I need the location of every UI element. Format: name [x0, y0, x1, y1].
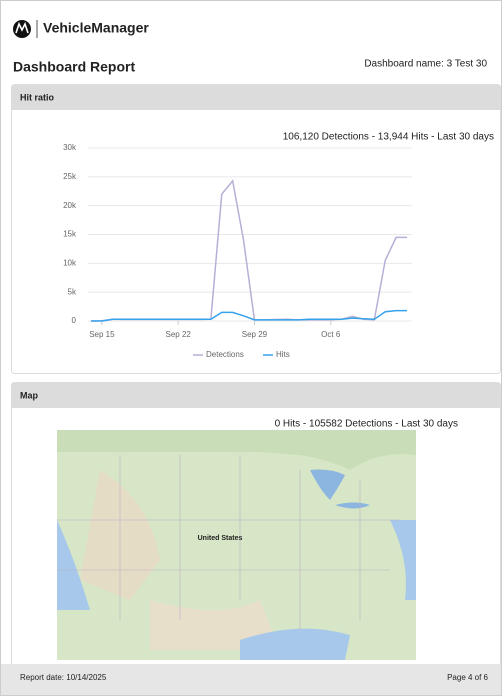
legend-label: Detections [206, 350, 244, 359]
x-tick-label: Sep 22 [165, 330, 191, 339]
y-tick-label: 0 [72, 316, 77, 325]
map-label: United States [198, 535, 243, 542]
x-tick-label: Sep 29 [242, 330, 268, 339]
y-tick-label: 20k [63, 201, 77, 210]
report-page: VehicleManager Dashboard Report Dashboar… [0, 0, 502, 696]
x-tick-label: Sep 15 [89, 330, 115, 339]
brand: VehicleManager [43, 20, 149, 36]
map: United States [57, 430, 416, 660]
dashboard-name: Dashboard name: 3 Test 30 [364, 59, 487, 70]
panel-header [12, 383, 500, 408]
y-tick-label: 30k [63, 143, 77, 152]
y-tick-label: 15k [63, 230, 77, 239]
chart-subtitle: 106,120 Detections - 13,944 Hits - Last … [283, 132, 494, 143]
panel-title: Hit ratio [20, 92, 55, 102]
panel-title: Map [20, 390, 39, 400]
panel-header [12, 85, 500, 110]
legend-label: Hits [276, 350, 290, 359]
y-tick-label: 10k [63, 258, 77, 267]
report-title: Dashboard Report [13, 59, 135, 75]
x-tick-label: Oct 6 [321, 330, 341, 339]
map-subtitle: 0 Hits - 105582 Detections - Last 30 day… [275, 419, 458, 430]
y-tick-label: 25k [63, 172, 77, 181]
y-tick-label: 5k [68, 287, 77, 296]
report-date: Report date: 10/14/2025 [20, 673, 107, 682]
page-number: Page 4 of 6 [447, 673, 488, 682]
